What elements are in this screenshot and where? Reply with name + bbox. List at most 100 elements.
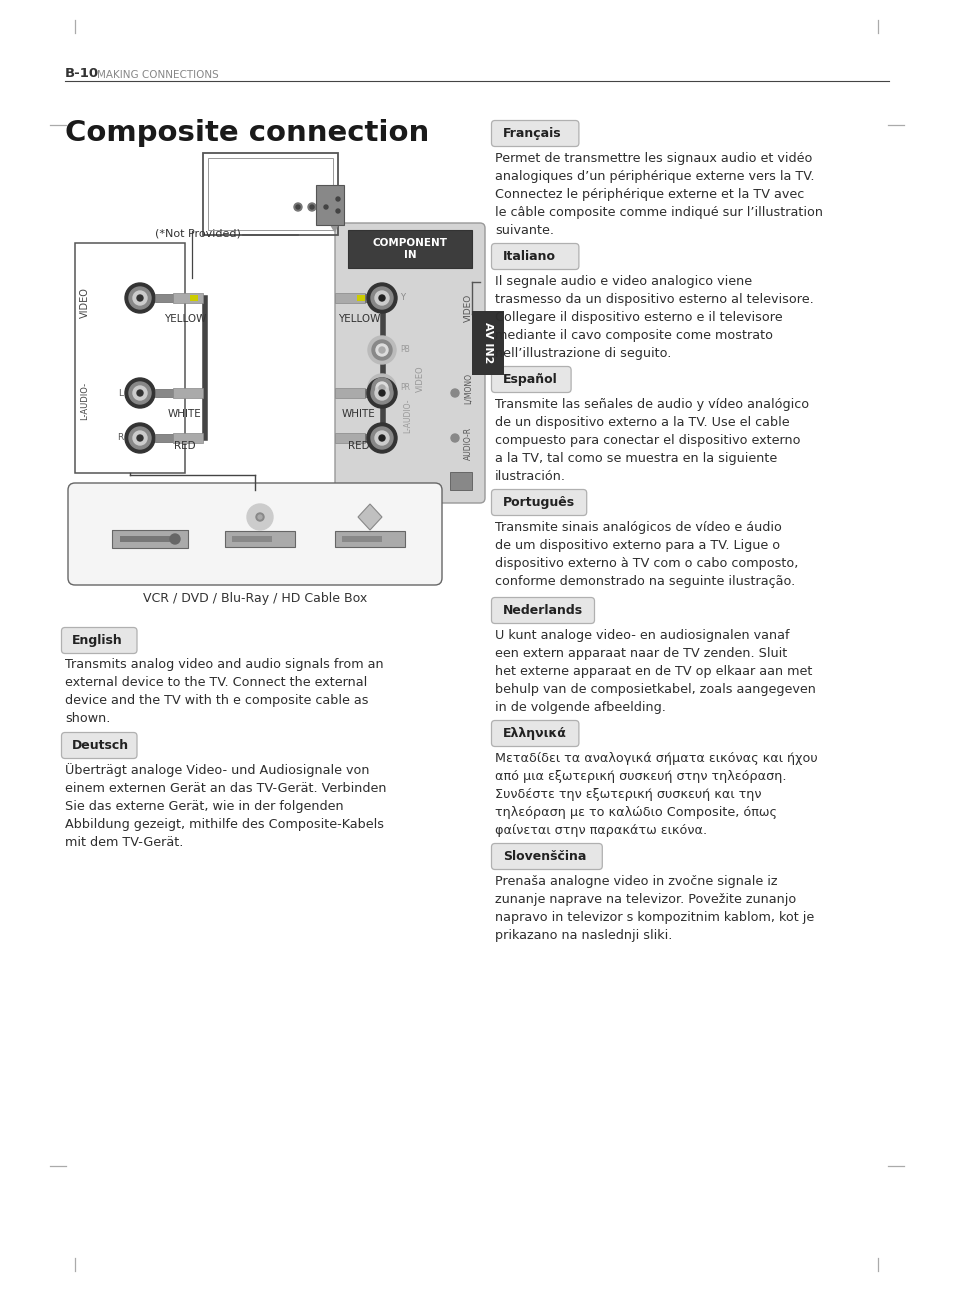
- Text: Deutsch: Deutsch: [71, 738, 129, 751]
- Text: Permet de transmettre les signaux audio et vidéo
analogiques d’un périphérique e: Permet de transmettre les signaux audio …: [495, 152, 822, 238]
- Circle shape: [257, 515, 262, 519]
- Text: (*Not Provided): (*Not Provided): [154, 229, 240, 238]
- Bar: [450, 473, 472, 491]
- Circle shape: [378, 435, 385, 442]
- Text: L/MONO: L/MONO: [463, 373, 472, 404]
- Circle shape: [255, 513, 264, 522]
- Circle shape: [322, 203, 330, 210]
- Circle shape: [334, 207, 341, 216]
- Text: WHITE: WHITE: [168, 409, 202, 420]
- Circle shape: [451, 389, 458, 398]
- Text: AV IN2: AV IN2: [482, 323, 493, 364]
- Bar: [112, 531, 188, 547]
- Bar: [154, 434, 172, 442]
- Circle shape: [295, 205, 299, 209]
- Text: R: R: [116, 434, 123, 443]
- FancyBboxPatch shape: [491, 843, 601, 870]
- Circle shape: [170, 534, 180, 544]
- Text: RED: RED: [174, 442, 195, 451]
- Text: PB: PB: [399, 346, 410, 355]
- Circle shape: [378, 385, 385, 391]
- Text: U kunt analoge video- en audiosignalen vanaf
een extern apparaat naar de TV zend: U kunt analoge video- en audiosignalen v…: [495, 629, 815, 714]
- Circle shape: [371, 382, 393, 404]
- Circle shape: [129, 287, 151, 309]
- Bar: [190, 296, 198, 301]
- Circle shape: [132, 386, 147, 400]
- Bar: [365, 294, 382, 302]
- Text: VIDEO: VIDEO: [463, 294, 472, 323]
- Text: AUDIO-R: AUDIO-R: [463, 426, 472, 460]
- FancyBboxPatch shape: [335, 223, 484, 503]
- Circle shape: [335, 198, 339, 201]
- Text: Überträgt analoge Video- und Audiosignale von
einem externen Gerät an das TV-Ger: Überträgt analoge Video- und Audiosignal…: [65, 763, 386, 849]
- Bar: [208, 158, 333, 230]
- Bar: [365, 389, 382, 398]
- Text: Μεταδίδει τα αναλογικά σήματα εικόνας και ήχου
από μια εξωτερική συσκευή στην τη: Μεταδίδει τα αναλογικά σήματα εικόνας κα…: [495, 751, 817, 837]
- Circle shape: [367, 283, 396, 312]
- Circle shape: [371, 287, 393, 309]
- Text: YELLOW: YELLOW: [164, 314, 206, 324]
- Bar: [172, 293, 203, 303]
- Text: VIDEO: VIDEO: [80, 288, 90, 319]
- Bar: [335, 293, 365, 303]
- Circle shape: [310, 205, 314, 209]
- Text: RED: RED: [348, 442, 370, 451]
- Bar: [203, 154, 337, 235]
- Text: Nederlands: Nederlands: [502, 604, 582, 617]
- Text: B-10: B-10: [65, 67, 99, 80]
- Bar: [335, 531, 405, 547]
- Circle shape: [451, 434, 458, 442]
- Circle shape: [137, 296, 143, 301]
- Circle shape: [375, 431, 389, 445]
- Circle shape: [129, 427, 151, 449]
- Circle shape: [334, 195, 341, 203]
- Text: Español: Español: [502, 373, 558, 386]
- FancyBboxPatch shape: [491, 120, 578, 146]
- Circle shape: [368, 336, 395, 364]
- Circle shape: [132, 290, 147, 305]
- Circle shape: [132, 431, 147, 445]
- Bar: [356, 296, 365, 301]
- Text: AV IN2: AV IN2: [482, 323, 493, 364]
- Bar: [154, 389, 172, 398]
- Circle shape: [137, 435, 143, 442]
- Circle shape: [129, 382, 151, 404]
- Text: Il segnale audio e video analogico viene
trasmesso da un dispositivo esterno al : Il segnale audio e video analogico viene…: [495, 275, 813, 360]
- Text: Français: Français: [502, 127, 561, 139]
- Text: Slovenščina: Slovenščina: [502, 849, 586, 862]
- Circle shape: [378, 390, 385, 396]
- Circle shape: [375, 382, 388, 394]
- FancyBboxPatch shape: [491, 598, 594, 624]
- Circle shape: [247, 503, 273, 531]
- Text: PR: PR: [399, 383, 410, 392]
- Bar: [154, 294, 172, 302]
- Polygon shape: [357, 503, 381, 531]
- FancyBboxPatch shape: [61, 732, 137, 759]
- Bar: [341, 536, 381, 542]
- Text: English: English: [71, 634, 123, 647]
- Circle shape: [372, 340, 392, 360]
- Bar: [232, 536, 272, 542]
- Circle shape: [375, 386, 389, 400]
- Circle shape: [367, 423, 396, 453]
- Bar: [335, 389, 365, 398]
- Text: L-AUDIO-: L-AUDIO-: [403, 399, 412, 434]
- Text: COMPONENT
IN: COMPONENT IN: [372, 238, 447, 261]
- Bar: [172, 432, 203, 443]
- Text: Transmite las señales de audio y vídeo analógico
de un dispositivo externo a la : Transmite las señales de audio y vídeo a…: [495, 398, 808, 483]
- Text: WHITE: WHITE: [342, 409, 375, 420]
- Text: Ελληνικά: Ελληνικά: [502, 727, 566, 740]
- Text: Composite connection: Composite connection: [65, 119, 429, 147]
- Text: VCR / DVD / Blu-Ray / HD Cable Box: VCR / DVD / Blu-Ray / HD Cable Box: [143, 593, 367, 605]
- Text: Transmits analog video and audio signals from an
external device to the TV. Conn: Transmits analog video and audio signals…: [65, 658, 383, 726]
- Circle shape: [367, 378, 396, 408]
- Circle shape: [378, 296, 385, 301]
- Bar: [335, 432, 365, 443]
- Bar: [365, 434, 382, 442]
- Text: Y: Y: [399, 293, 405, 302]
- Circle shape: [371, 427, 393, 449]
- Circle shape: [335, 209, 339, 213]
- Text: MAKING CONNECTIONS: MAKING CONNECTIONS: [97, 70, 218, 80]
- Circle shape: [378, 347, 385, 352]
- Circle shape: [125, 283, 154, 312]
